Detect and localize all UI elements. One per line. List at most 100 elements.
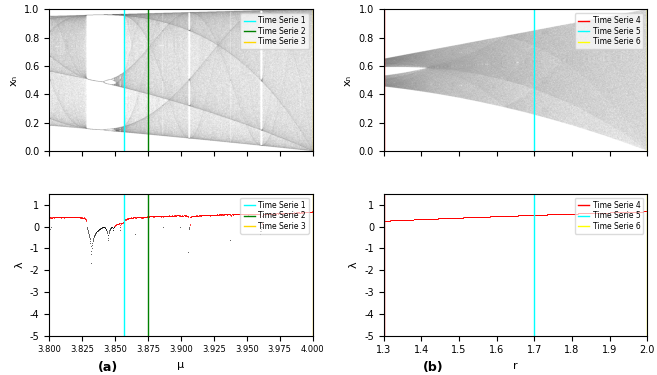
Point	[162, 213, 173, 219]
Point	[591, 210, 602, 216]
Point	[173, 212, 183, 218]
Point	[79, 216, 90, 222]
Point	[406, 217, 417, 223]
Point	[179, 212, 189, 218]
Point	[120, 217, 131, 223]
Point	[97, 224, 108, 230]
Point	[472, 214, 482, 220]
Point	[62, 214, 73, 220]
Point	[382, 217, 393, 223]
Point	[77, 215, 87, 221]
Point	[622, 209, 632, 215]
Point	[226, 212, 237, 218]
Point	[85, 236, 95, 242]
Point	[465, 214, 476, 220]
Point	[283, 210, 293, 216]
Point	[173, 213, 184, 219]
Point	[459, 214, 470, 220]
Point	[108, 224, 119, 230]
Point	[285, 210, 296, 216]
Point	[268, 211, 279, 217]
Point	[306, 209, 316, 214]
Point	[471, 214, 482, 220]
Point	[547, 211, 558, 217]
Point	[622, 209, 633, 215]
Point	[143, 213, 153, 219]
Point	[553, 211, 563, 217]
Point	[140, 214, 150, 220]
Point	[65, 214, 76, 220]
Point	[500, 213, 510, 219]
Point	[167, 213, 177, 219]
Point	[196, 213, 206, 219]
Point	[92, 228, 102, 234]
Point	[497, 213, 508, 219]
Point	[633, 209, 643, 214]
Point	[627, 209, 637, 215]
Point	[162, 213, 172, 219]
Point	[177, 213, 187, 219]
Point	[144, 214, 154, 220]
Point	[575, 210, 585, 216]
Point	[587, 210, 598, 216]
Point	[280, 210, 290, 216]
Point	[516, 212, 527, 218]
Point	[392, 217, 403, 223]
Point	[259, 211, 269, 217]
Point	[493, 213, 503, 219]
Point	[602, 210, 612, 216]
Point	[136, 214, 147, 220]
Point	[53, 214, 63, 220]
Point	[47, 214, 58, 220]
Point	[157, 213, 168, 219]
Point	[610, 209, 620, 215]
Point	[60, 214, 71, 220]
Point	[193, 213, 204, 219]
Point	[571, 210, 581, 216]
Point	[83, 232, 94, 238]
Point	[444, 215, 455, 221]
Point	[514, 213, 524, 219]
Point	[574, 210, 584, 216]
Point	[288, 210, 298, 216]
Point	[542, 211, 553, 217]
Point	[229, 211, 240, 217]
Point	[513, 213, 524, 219]
Point	[633, 209, 644, 214]
Point	[198, 212, 209, 218]
Point	[482, 214, 492, 220]
Point	[388, 217, 399, 223]
Point	[535, 212, 545, 218]
Point	[123, 216, 133, 222]
Point	[495, 213, 505, 219]
Point	[573, 210, 583, 216]
Point	[291, 210, 302, 216]
Point	[135, 214, 146, 220]
Point	[105, 225, 116, 231]
Point	[636, 209, 646, 214]
Point	[127, 215, 137, 221]
Point	[463, 214, 474, 220]
Point	[222, 211, 233, 217]
Point	[561, 211, 572, 217]
Point	[618, 209, 628, 215]
Point	[237, 211, 247, 217]
Point	[302, 209, 313, 215]
Point	[621, 209, 631, 215]
Point	[217, 212, 228, 218]
Point	[391, 217, 401, 223]
Point	[154, 213, 164, 219]
Point	[102, 235, 113, 241]
Point	[137, 214, 148, 220]
Point	[562, 211, 573, 217]
Point	[224, 211, 235, 217]
Point	[633, 209, 643, 214]
Point	[210, 211, 221, 217]
Point	[62, 214, 73, 220]
Point	[248, 211, 259, 217]
Point	[528, 212, 539, 218]
Point	[551, 211, 562, 217]
Point	[202, 212, 213, 218]
Point	[418, 216, 428, 222]
Point	[520, 212, 530, 218]
